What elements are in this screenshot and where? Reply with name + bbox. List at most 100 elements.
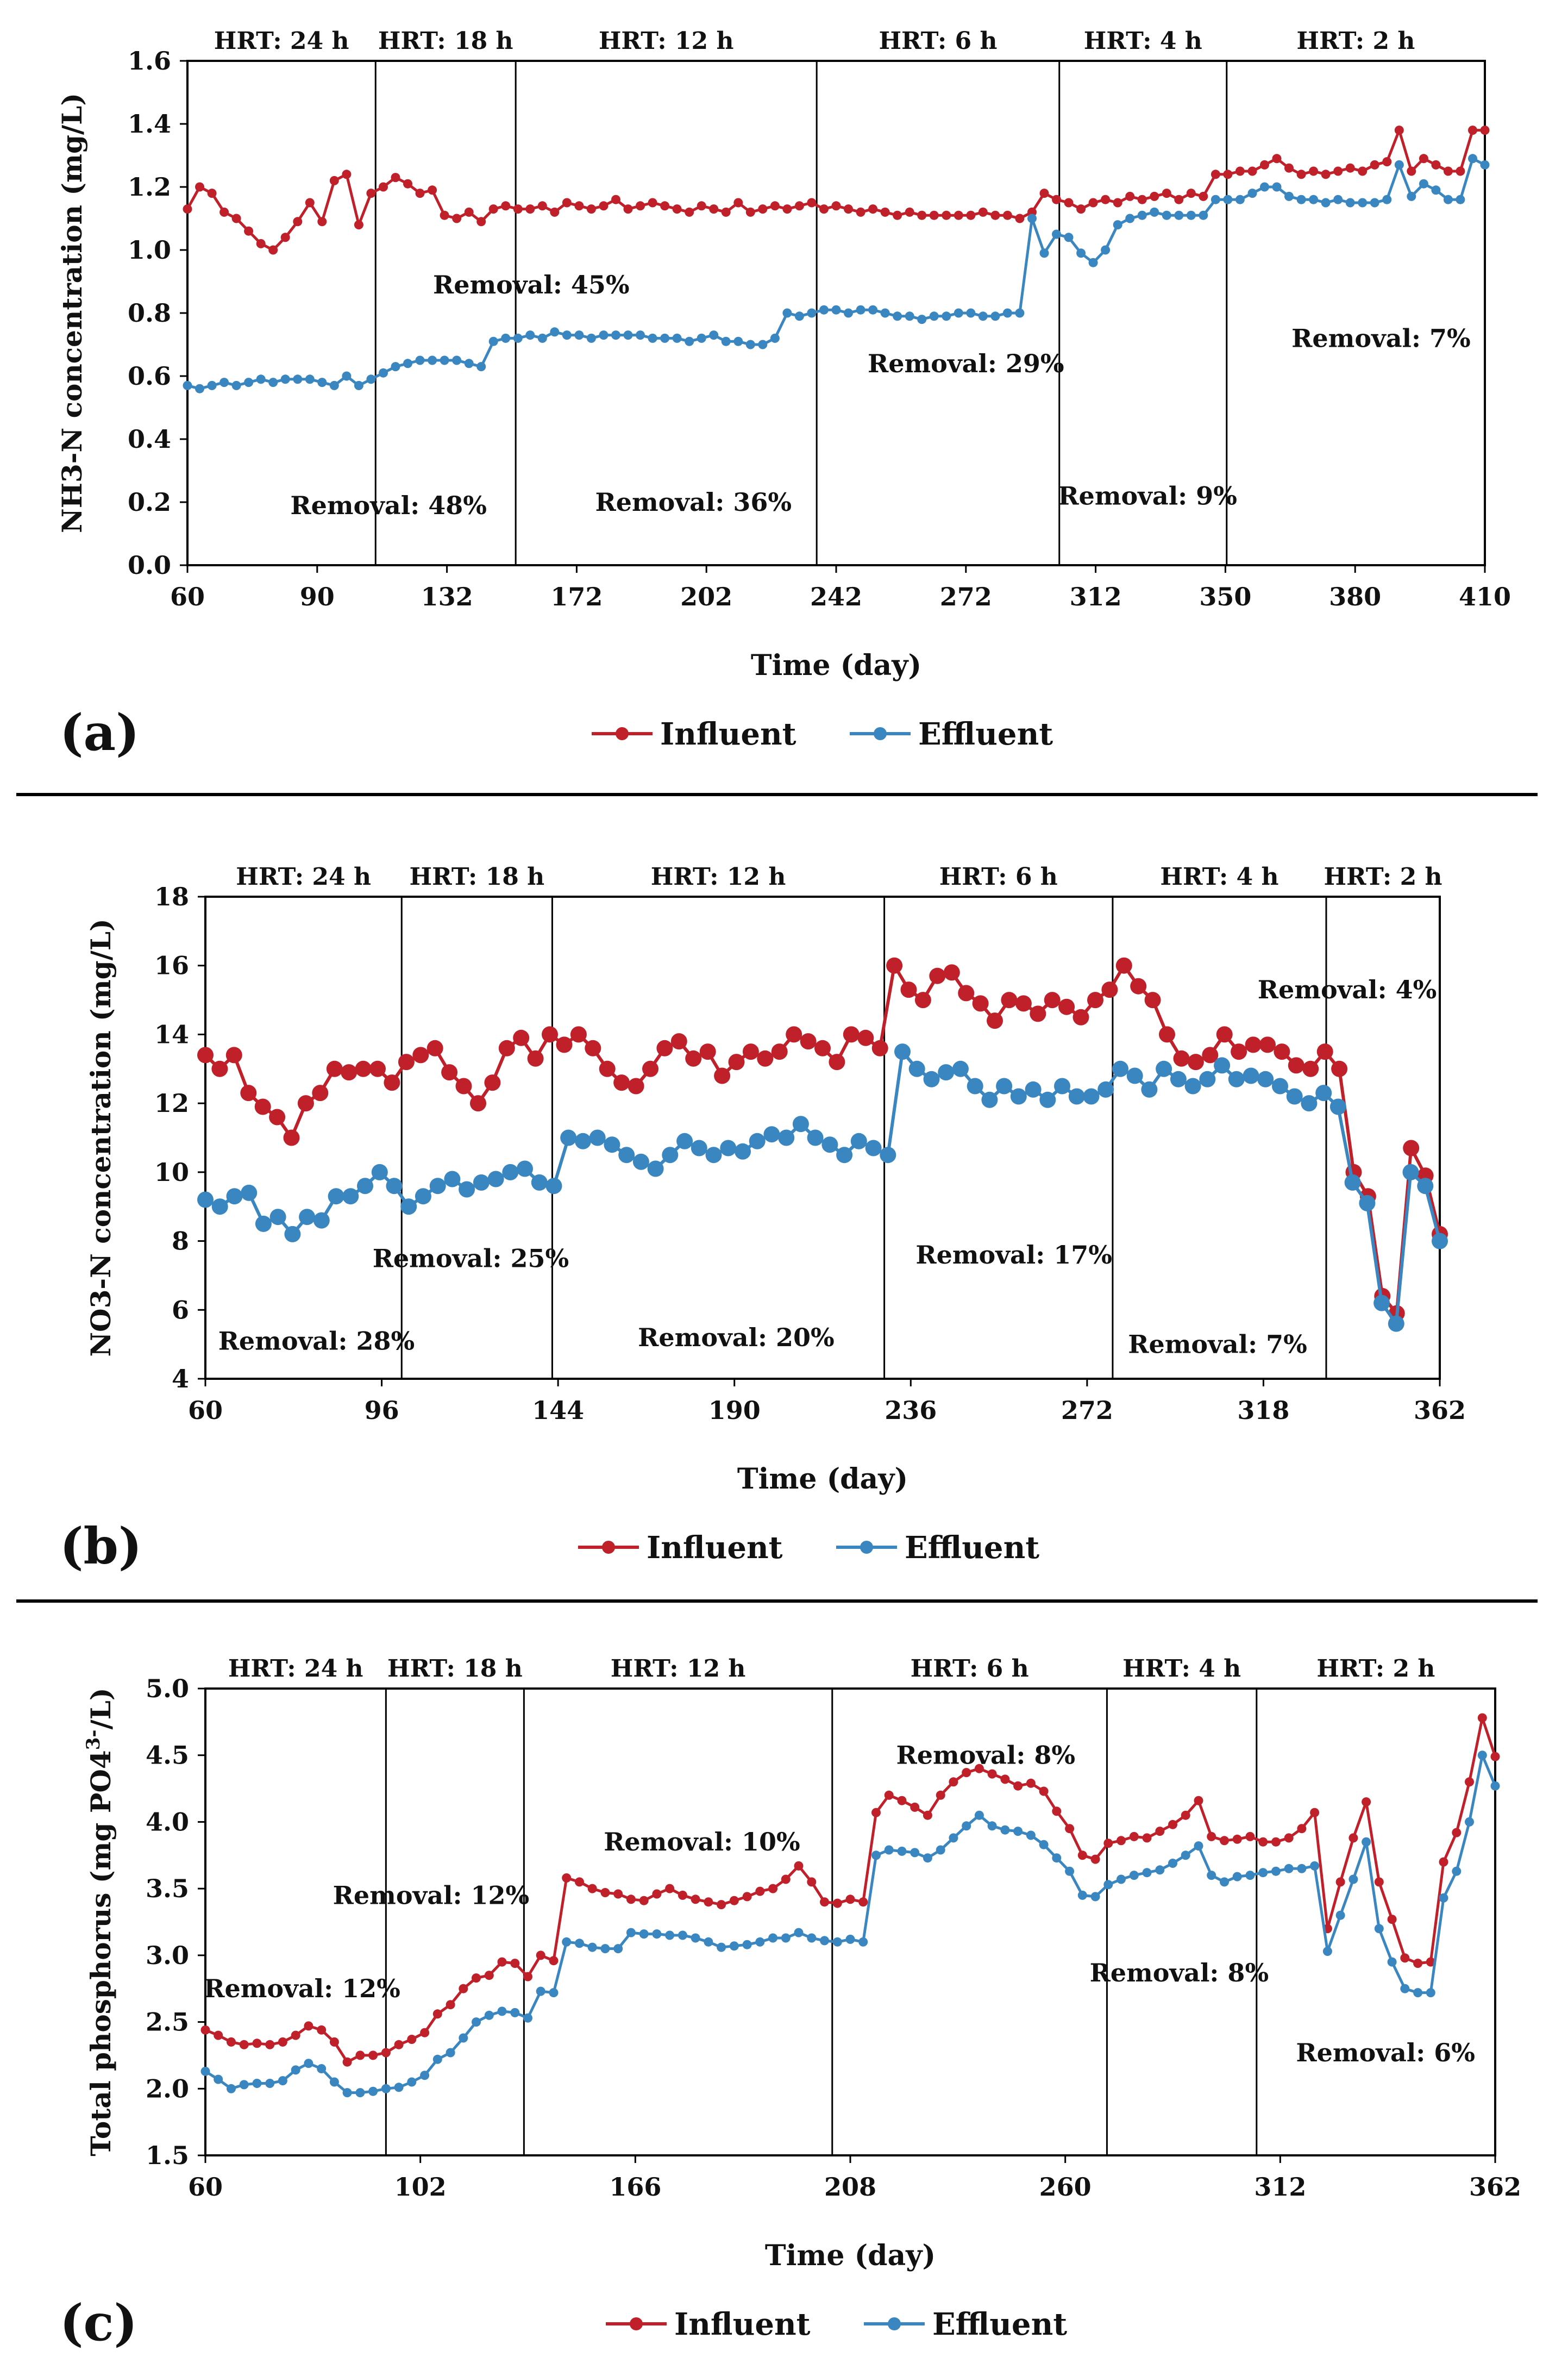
data-point-effluent [329,2077,339,2087]
data-point-influent [1309,166,1319,176]
y-tick-label: 16 [154,951,189,980]
data-point-effluent [371,1164,388,1180]
data-point-influent [942,210,951,220]
x-axis-label: Time (day) [751,649,921,682]
y-tick-label: 4.5 [146,1741,189,1770]
data-point-effluent [770,333,780,343]
data-point-effluent [807,1933,817,1943]
data-point-effluent [1025,1081,1042,1098]
data-point-influent [1426,1957,1435,1967]
data-point-effluent [1439,1893,1448,1903]
phase-label: HRT: 4 h [1084,27,1202,55]
panel-b: 4 6 8 10 12 14 16 18 60 96 144 190 236 272 318 362 HRT: … [16,863,1538,1603]
data-point-effluent [459,2033,468,2043]
data-point-influent [1245,1036,1262,1053]
data-point-effluent [923,1071,940,1087]
data-point-effluent [1010,1088,1027,1105]
data-point-effluent [1245,1871,1255,1880]
data-point-influent [1101,195,1111,204]
data-point-influent [962,1768,971,1778]
data-point-influent [987,1769,997,1779]
removal-annotation: Removal: 4% [1258,975,1437,1004]
data-point-influent [1310,1808,1320,1817]
data-point-effluent [531,1174,548,1191]
data-point-effluent [1181,1850,1190,1860]
data-point-effluent [1228,1071,1245,1087]
data-point-influent [355,1060,372,1077]
data-point-influent [660,201,670,211]
data-point-effluent [293,374,303,384]
data-point-effluent [781,1933,791,1943]
data-point-effluent [342,371,352,381]
data-point-effluent [974,1810,984,1820]
data-point-influent [1407,166,1416,176]
x-tick-label: 318 [1237,1396,1289,1425]
data-point-effluent [1065,1866,1075,1876]
data-point-effluent [1170,1071,1187,1087]
data-point-effluent [1013,1827,1023,1836]
data-point-influent [312,1085,329,1102]
data-point-influent [1065,1824,1075,1834]
data-point-effluent [1002,308,1012,318]
y-tick-label: 4 [172,1364,189,1393]
data-point-influent [1403,1140,1420,1156]
data-point-effluent [329,380,339,390]
data-point-influent [954,210,963,220]
x-tick-label: 60 [170,582,205,611]
data-point-effluent [749,1133,766,1149]
data-point-influent [742,1892,752,1902]
data-point-effluent [255,1215,272,1232]
data-point-influent [537,201,547,211]
data-point-effluent [626,1928,636,1937]
data-point-influent [586,204,596,214]
data-point-effluent [1373,1295,1390,1311]
phase-label: HRT: 6 h [911,1655,1029,1683]
data-point-influent [1223,170,1233,179]
legend: Influent Effluent [606,2306,1067,2342]
data-point-effluent [501,333,511,343]
data-point-influent [858,1897,868,1907]
data-point-influent [728,1054,745,1071]
data-point-effluent [244,378,254,387]
y-tick-label: 1.5 [146,2141,189,2170]
data-point-influent [562,1873,572,1883]
data-point-influent [342,170,352,179]
data-point-influent [1144,992,1161,1009]
data-point-effluent [197,1191,214,1208]
data-point-effluent [386,1178,403,1195]
data-point-effluent [268,378,278,387]
y-tick-label: 1.0 [128,235,171,265]
data-point-effluent [905,311,914,321]
data-point-effluent [1310,1861,1320,1871]
data-point-effluent [1199,210,1208,220]
data-point-influent [829,1054,845,1071]
data-point-effluent [1271,1866,1281,1876]
data-point-effluent [476,362,486,372]
data-point-influent [394,2040,404,2049]
data-point-effluent [256,374,266,384]
data-point-influent [459,1984,468,1993]
data-point-influent [1117,1836,1126,1846]
data-point-effluent [836,1147,853,1164]
data-point-effluent [792,1116,809,1133]
data-point-effluent [1374,1924,1384,1934]
data-point-effluent [195,384,204,393]
data-point-effluent [403,359,412,368]
data-point-effluent [954,308,963,318]
data-point-effluent [394,2083,404,2092]
data-point-effluent [1382,195,1392,204]
data-point-effluent [1052,1853,1062,1863]
legend-entry: Influent [647,1530,783,1566]
x-tick-label: 312 [1254,2172,1306,2202]
phase-label: HRT: 18 h [410,863,545,891]
data-point-effluent [665,1930,675,1940]
data-point-influent [613,1889,623,1899]
data-point-effluent [342,2088,352,2098]
data-point-influent [513,1029,530,1046]
data-point-influent [488,204,498,214]
data-point-influent [1072,1009,1089,1026]
data-point-effluent [1214,1057,1231,1074]
panel-c: 1.5 2.0 2.5 3.0 3.5 4.0 4.5 5.0 60 102 166 208 260 31… [60,1655,1521,2352]
data-point-effluent [420,2071,430,2080]
data-point-influent [239,2040,249,2049]
